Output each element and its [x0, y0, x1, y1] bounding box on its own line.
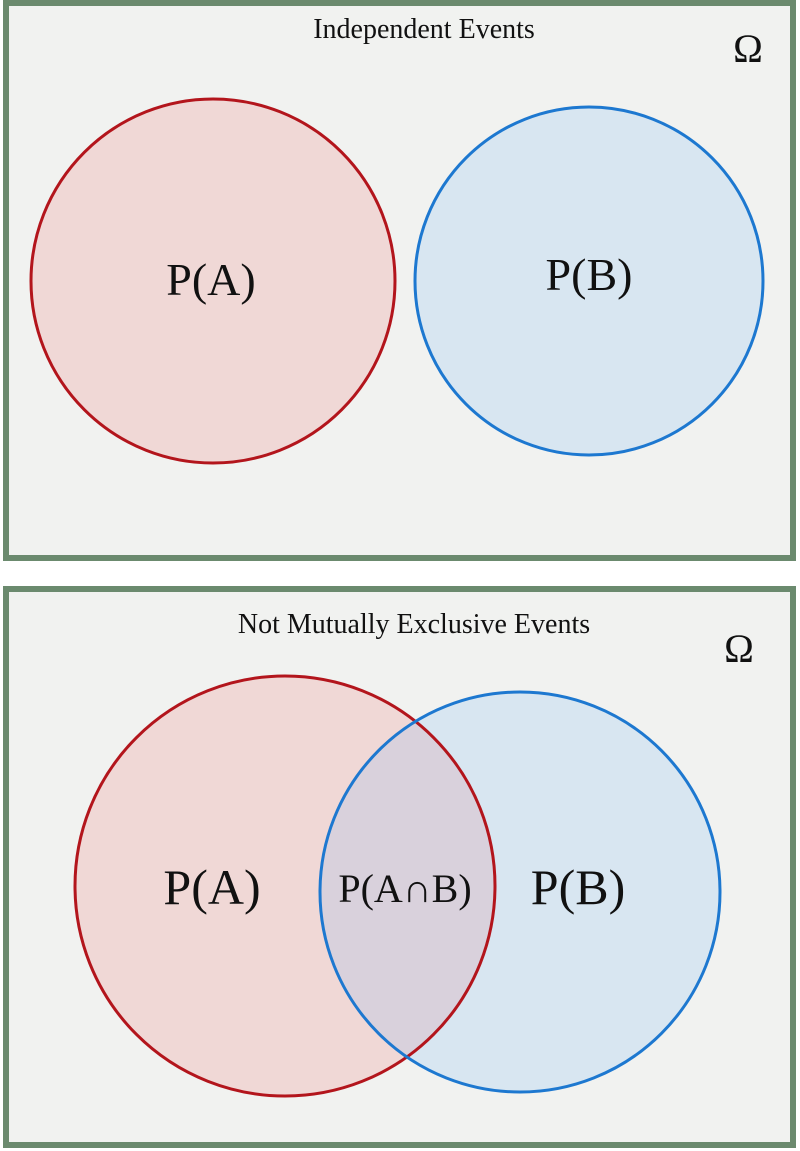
panel-title-top: Independent Events: [313, 14, 535, 45]
event-a-label-bottom: P(A): [163, 859, 260, 915]
intersection-region: [320, 692, 495, 1092]
event-b-circle-bottom: [318, 690, 722, 1094]
omega-symbol-bottom: Ω: [724, 626, 754, 671]
event-a-circle-top: [29, 97, 397, 465]
intersection-label: P(A∩B): [338, 866, 471, 911]
independent-events-panel: Independent Events Ω P(A) P(B): [3, 0, 796, 561]
panel-title-bottom: Not Mutually Exclusive Events: [238, 609, 590, 640]
not-mutually-exclusive-events-panel: Not Mutually Exclusive Events Ω P(A) P(A…: [3, 586, 796, 1148]
event-b-label-top: P(B): [546, 249, 633, 300]
event-a-label-top: P(A): [166, 254, 255, 305]
omega-symbol-top: Ω: [733, 26, 763, 71]
event-a-circle-bottom: [73, 674, 497, 1098]
event-b-circle-top: [413, 105, 765, 457]
event-b-label-bottom: P(B): [531, 859, 625, 915]
